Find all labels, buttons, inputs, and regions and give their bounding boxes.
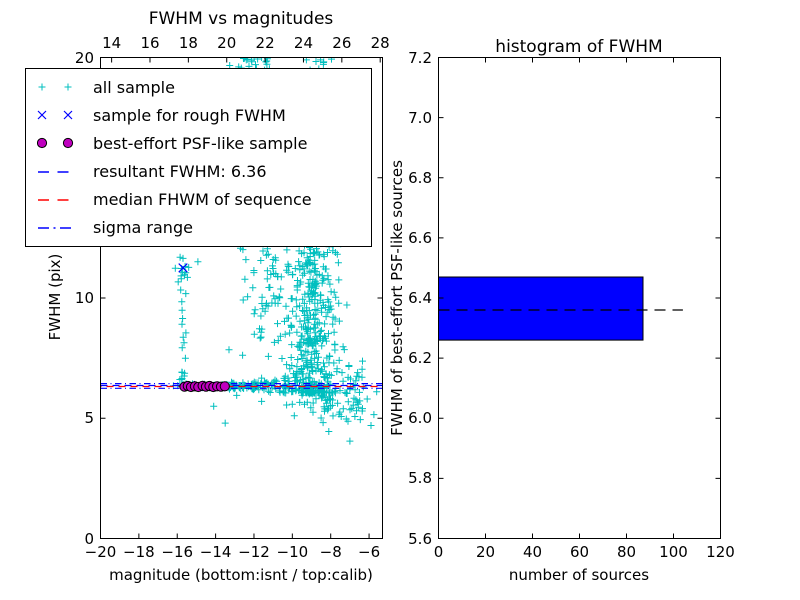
left-plot-ytick-label: 5	[84, 409, 94, 428]
left-plot-yaxis-label: FWHM (pix)	[46, 253, 64, 341]
legend-item-median-fhwm: median FHWM of sequence	[37, 186, 371, 214]
right-plot-xtick-label: 80	[616, 543, 637, 561]
dashed-line-icon	[37, 163, 74, 181]
left-plot-xtick-label: −8	[319, 543, 342, 561]
left-plot-top-xtick-label: 26	[332, 34, 352, 52]
left-plot-top-xtick-label: 20	[217, 34, 237, 52]
legend-label: sigma range	[93, 218, 193, 238]
right-plot-xtick-label: 60	[569, 543, 590, 561]
right-plot-ytick-label: 6.2	[408, 349, 432, 368]
dashdot-line-icon	[37, 219, 74, 237]
left-plot-title: FWHM vs magnitudes	[148, 9, 334, 29]
right-plot-xtick-label: 20	[475, 543, 496, 561]
left-plot-ytick-label: 10	[74, 289, 94, 307]
right-plot-ytick-label: 7.0	[408, 108, 432, 127]
left-plot-xtick-label: −6	[358, 543, 381, 561]
legend-item-sigma-range: sigma range	[37, 214, 371, 242]
left-plot-xtick-label: −18	[123, 543, 155, 561]
left-plot-xtick-label: −16	[161, 543, 194, 561]
right-plot-ytick-label: 6.8	[408, 168, 432, 187]
left-plot-xtick-label: −12	[238, 543, 270, 561]
histogram-area	[438, 276, 683, 341]
right-plot-xtick-label: 120	[706, 543, 735, 561]
left-plot-top-xtick-label: 14	[102, 34, 122, 52]
right-plot-xtick-label: 100	[659, 543, 688, 561]
left-plot-top-xtick-label: 24	[293, 34, 313, 52]
legend-label: best-effort PSF-like sample	[93, 133, 308, 153]
right-plot-ytick-label: 5.6	[408, 529, 432, 548]
right-plot-ytick-label: 6.6	[408, 228, 432, 247]
right-plot-yaxis-label: FWHM of best-effort PSF-like sources	[388, 160, 406, 436]
legend-label: median FHWM of sequence	[93, 190, 312, 210]
left-plot-xtick-label: −10	[276, 543, 309, 561]
legend-item-rough-fwhm-sample: sample for rough FWHM	[37, 101, 371, 129]
left-plot-ytick-label: 0	[84, 529, 94, 548]
x-marker-icon	[37, 106, 74, 124]
legend: all sample sample for rough FWHM best-ef…	[25, 68, 372, 247]
left-plot-xtick-label: −20	[84, 543, 117, 561]
right-plot-xaxis-label: number of sources	[508, 566, 650, 584]
left-plot-top-xtick-label: 22	[255, 34, 275, 52]
circle-marker-icon	[37, 134, 74, 152]
legend-label: all sample	[93, 77, 175, 97]
right-plot-title: histogram of FWHM	[495, 37, 663, 57]
right-plot-ytick-label: 7.2	[408, 48, 432, 67]
left-plot-top-xtick-label: 28	[370, 34, 390, 52]
legend-item-all-sample: all sample	[37, 73, 371, 101]
legend-label: resultant FWHM: 6.36	[93, 162, 267, 182]
dashed-line-icon	[37, 191, 74, 209]
left-plot-xaxis-label: magnitude (bottom:isnt / top:calib)	[109, 566, 373, 584]
right-plot-xtick-label: 0	[433, 543, 444, 561]
left-plot-top-xtick-label: 18	[178, 34, 198, 52]
legend-label: sample for rough FWHM	[93, 105, 286, 125]
left-plot-xtick-label: −14	[199, 543, 232, 561]
right-plot-ytick-label: 6.0	[408, 409, 432, 428]
right-plot-ytick-label: 5.8	[408, 469, 432, 488]
left-plot-top-xtick-label: 16	[140, 34, 160, 52]
right-plot-xtick-label: 40	[522, 543, 543, 561]
left-plot-ytick-label: 20	[74, 48, 94, 67]
scatter-area	[100, 57, 383, 445]
legend-item-resultant-fwhm: resultant FWHM: 6.36	[37, 158, 371, 186]
legend-item-psf-like-sample: best-effort PSF-like sample	[37, 129, 371, 157]
plus-marker-icon	[37, 78, 74, 96]
right-plot-ytick-label: 6.4	[408, 289, 432, 307]
